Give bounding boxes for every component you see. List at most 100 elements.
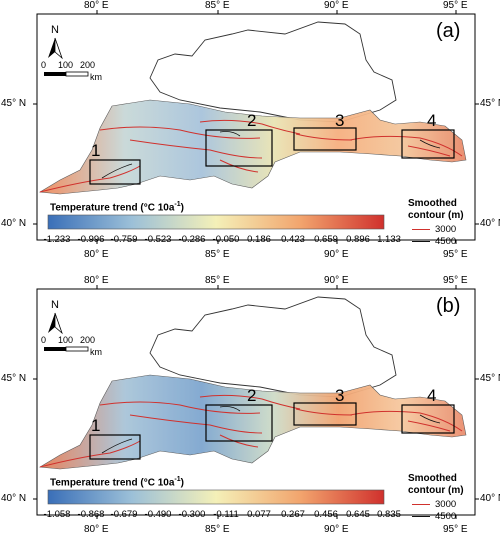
colorbar-label: 0.645: [346, 509, 370, 520]
boundary-outline: [149, 21, 397, 123]
panel-a: 80° E 85° E 90° E 95° E 80° E 85° E 90° …: [1, 0, 500, 260]
lon-tick-80-bottom: 80° E: [84, 524, 109, 535]
lon-tick-85-top: 85° E: [205, 275, 230, 286]
lon-tick-90-top: 90° E: [324, 275, 349, 286]
region-box-1: [89, 159, 141, 185]
contour-legend-3000: 3000: [412, 224, 456, 235]
region-label-2: 2: [247, 386, 257, 405]
region-box-2: [205, 404, 273, 442]
colorbar-label: 0.186: [247, 234, 271, 245]
colorbar-label: -0.300: [178, 509, 206, 520]
region-label-1: 1: [91, 141, 101, 160]
map-canvas-b: [33, 285, 479, 519]
lat-tick-40-right: 40° N: [480, 218, 500, 229]
contour-legend-title: Smoothed contour (m): [408, 473, 464, 496]
colorbar: [47, 214, 385, 230]
colorbar-label: -0.679: [110, 509, 138, 520]
contours-3000: [39, 119, 463, 193]
north-arrow-icon: [48, 38, 55, 58]
lon-tick-90-bottom: 90° E: [324, 524, 349, 535]
lon-tick-85-bottom: 85° E: [205, 524, 230, 535]
map-canvas-a: [33, 10, 479, 244]
colorbar-label: 0.077: [247, 509, 271, 520]
contour-legend-title: Smoothed contour (m): [408, 198, 464, 221]
colorbar: [47, 489, 385, 505]
lon-tick-95-bottom: 95° E: [443, 524, 468, 535]
region-box-1: [89, 434, 141, 460]
colorbar-label: -1.233: [43, 234, 71, 245]
scale-label-100: 100: [58, 60, 74, 70]
lat-tick-45-left: 45° N: [1, 373, 27, 384]
lon-tick-95-bottom: 95° E: [443, 249, 468, 260]
colorbar-label: -1.058: [43, 509, 71, 520]
region-label-4: 4: [427, 386, 437, 405]
panel-label: (a): [436, 20, 461, 42]
scale-bar: [44, 72, 66, 76]
panel-b: 80° E 85° E 90° E 95° E 80° E 85° E 90° …: [0, 275, 500, 550]
lat-tick-45-left: 45° N: [1, 98, 27, 109]
lon-tick-90-top: 90° E: [324, 0, 349, 11]
north-label: N: [51, 24, 59, 36]
lon-tick-85-bottom: 85° E: [205, 249, 230, 260]
scale-label-0: 0: [41, 60, 47, 70]
contour-legend-4500: 4500: [412, 511, 456, 522]
scale-label-100: 100: [58, 335, 74, 345]
scale-unit: km: [90, 347, 102, 357]
colorbar-label: -0.523: [144, 234, 172, 245]
scale-bar: [44, 347, 66, 351]
region-label-2: 2: [247, 111, 257, 130]
lat-tick-40-left: 40° N: [1, 218, 27, 229]
lon-tick-95-top: 95° E: [443, 275, 468, 286]
colorbar-label: -0.996: [77, 234, 105, 245]
colorbar-label: 0.659: [314, 234, 338, 245]
lon-tick-80-top: 80° E: [84, 275, 109, 286]
north-arrow-icon: [48, 313, 55, 333]
lat-tick-40-right: 40° N: [480, 493, 500, 504]
boundary-outline: [149, 296, 397, 398]
contour-legend-4500: 4500: [412, 236, 456, 247]
lat-tick-40-left: 40° N: [1, 493, 27, 504]
region-label-4: 4: [427, 111, 437, 130]
colorbar-label: -0.490: [144, 509, 172, 520]
region-label-1: 1: [91, 416, 101, 435]
colorbar-label: -0.759: [110, 234, 138, 245]
region-box-2: [205, 129, 273, 167]
contours-4500: [101, 131, 441, 179]
trend-surface: [39, 99, 467, 195]
region-box-4: [401, 129, 455, 159]
contours-4500: [101, 406, 441, 454]
scale-label-200: 200: [80, 335, 96, 345]
lon-tick-95-top: 95° E: [443, 0, 468, 11]
region-box-3: [293, 402, 357, 426]
north-label: N: [51, 299, 59, 311]
contours-3000: [39, 394, 463, 468]
scale-label-200: 200: [80, 60, 96, 70]
colorbar-label: 0.896: [346, 234, 370, 245]
colorbar-label: 1.133: [377, 234, 401, 245]
lon-tick-80-top: 80° E: [84, 0, 109, 11]
lon-tick-90-bottom: 90° E: [324, 249, 349, 260]
colorbar-label: -0.050: [212, 234, 240, 245]
colorbar-label: -0.111: [213, 509, 239, 520]
trend-surface: [39, 374, 467, 470]
colorbar-title: Temperature trend (°C 10a-1): [50, 476, 184, 489]
region-box-4: [401, 404, 455, 434]
region-label-3: 3: [335, 111, 345, 130]
scale-label-0: 0: [41, 335, 47, 345]
colorbar-label: -0.868: [77, 509, 105, 520]
lon-tick-85-top: 85° E: [205, 0, 230, 11]
colorbar-title: Temperature trend (°C 10a-1): [50, 201, 184, 214]
colorbar-label: -0.286: [178, 234, 206, 245]
contour-legend-3000: 3000: [412, 499, 456, 510]
colorbar-label: 0.456: [314, 509, 338, 520]
lat-tick-45-right: 45° N: [480, 373, 500, 384]
lon-tick-80-bottom: 80° E: [84, 249, 109, 260]
lat-tick-45-right: 45° N: [480, 98, 500, 109]
colorbar-label: 0.267: [281, 509, 305, 520]
region-box-3: [293, 127, 357, 151]
scale-unit: km: [90, 72, 102, 82]
colorbar-label: 0.835: [377, 509, 401, 520]
panel-label: (b): [436, 295, 461, 317]
region-label-3: 3: [335, 386, 345, 405]
colorbar-label: 0.423: [281, 234, 305, 245]
